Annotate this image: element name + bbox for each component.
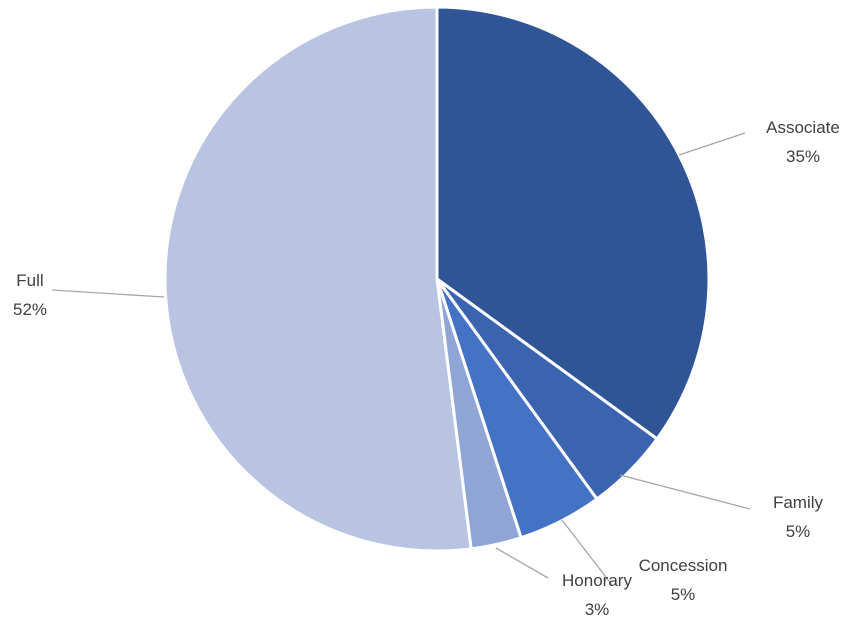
label-percent-honorary: 3%: [585, 600, 610, 619]
label-name-honorary: Honorary: [562, 571, 632, 590]
data-labels: Associate 35% Family 5% Concession 5% Honorary…: [13, 118, 840, 619]
leader-line-concession: [561, 519, 613, 586]
leader-line-full: [51, 289, 165, 298]
slice-full: [163, 5, 473, 553]
label-name-associate: Associate: [766, 118, 840, 137]
label-percent-family: 5%: [786, 522, 811, 541]
leader-line-associate: [678, 132, 746, 156]
leader-line-family: [619, 474, 751, 510]
label-percent-associate: 35%: [786, 147, 820, 166]
label-name-family: Family: [773, 493, 824, 512]
label-percent-concession: 5%: [671, 585, 696, 604]
leader-lines: [51, 132, 751, 586]
label-name-concession: Concession: [639, 556, 728, 575]
leader-line-honorary: [495, 547, 549, 579]
pie-slices: [163, 5, 711, 553]
label-percent-full: 52%: [13, 300, 47, 319]
label-name-full: Full: [16, 271, 43, 290]
